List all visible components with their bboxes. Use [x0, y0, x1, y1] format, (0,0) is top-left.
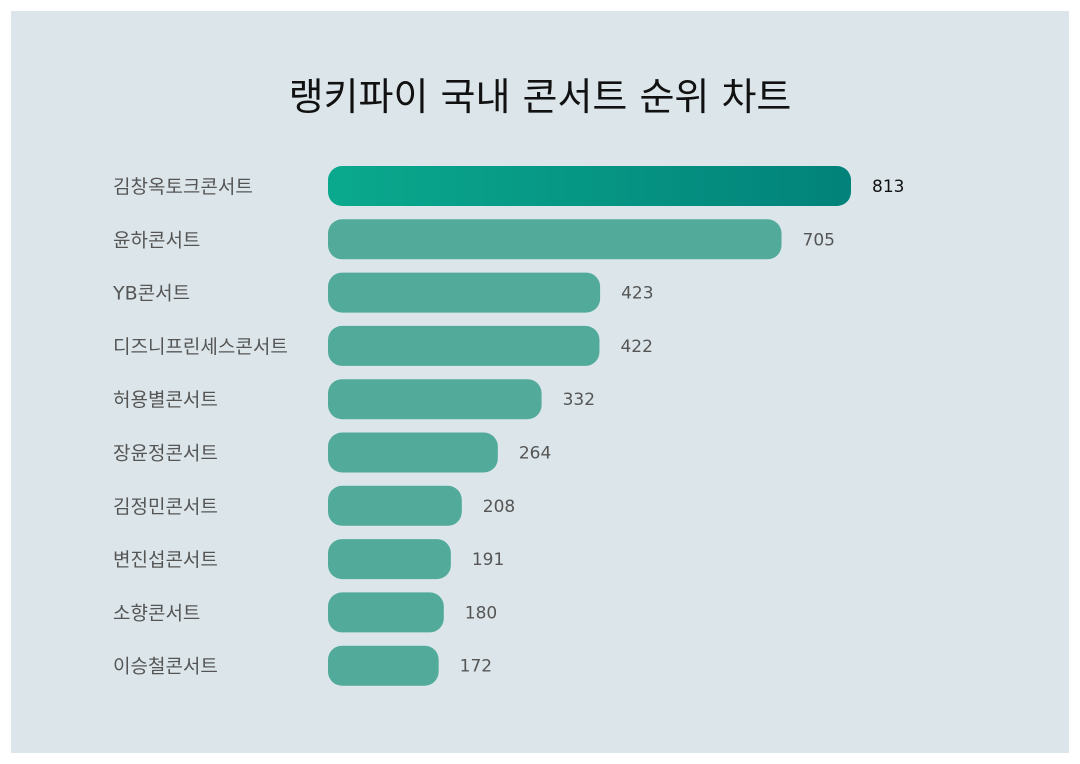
category-label: 디즈니프린세스콘서트 — [113, 336, 288, 358]
category-label: 이승철콘서트 — [113, 656, 218, 678]
category-label: 김정민콘서트 — [113, 496, 218, 518]
chart-title: 랭키파이 국내 콘서트 순위 차트 — [288, 75, 792, 119]
bar-8 — [328, 539, 451, 580]
value-label: 813 — [872, 177, 904, 197]
value-label: 208 — [483, 497, 515, 517]
value-label: 172 — [460, 657, 492, 677]
bar-9 — [328, 592, 444, 633]
value-label: 423 — [621, 284, 653, 304]
bar-2 — [328, 219, 782, 260]
bar-6 — [328, 432, 498, 473]
category-label: YB콘서트 — [112, 283, 190, 305]
bar-4 — [328, 325, 600, 366]
bar-3 — [328, 272, 601, 313]
chart-background — [11, 11, 1069, 753]
value-label: 332 — [563, 390, 595, 410]
bar-5 — [328, 379, 542, 420]
bar-1 — [328, 166, 851, 206]
category-label: 변진섭콘서트 — [113, 549, 218, 571]
value-label: 180 — [465, 603, 497, 623]
value-label: 705 — [803, 230, 835, 250]
value-label: 422 — [620, 337, 652, 357]
bar-7 — [328, 485, 462, 526]
category-label: 윤하콘서트 — [113, 229, 200, 251]
bars-group: 김창옥토크콘서트 813 윤하콘서트 705 YB콘서트 423 디즈니프린세스콘서트 422… — [112, 166, 904, 686]
value-label: 264 — [519, 444, 551, 464]
category-label: 소향콘서트 — [113, 602, 200, 624]
bar-10 — [328, 645, 439, 686]
category-label: 허용별콘서트 — [113, 389, 218, 411]
category-label: 장윤정콘서트 — [113, 443, 218, 465]
category-label: 김창옥토크콘서트 — [113, 176, 253, 198]
value-label: 191 — [472, 550, 504, 570]
